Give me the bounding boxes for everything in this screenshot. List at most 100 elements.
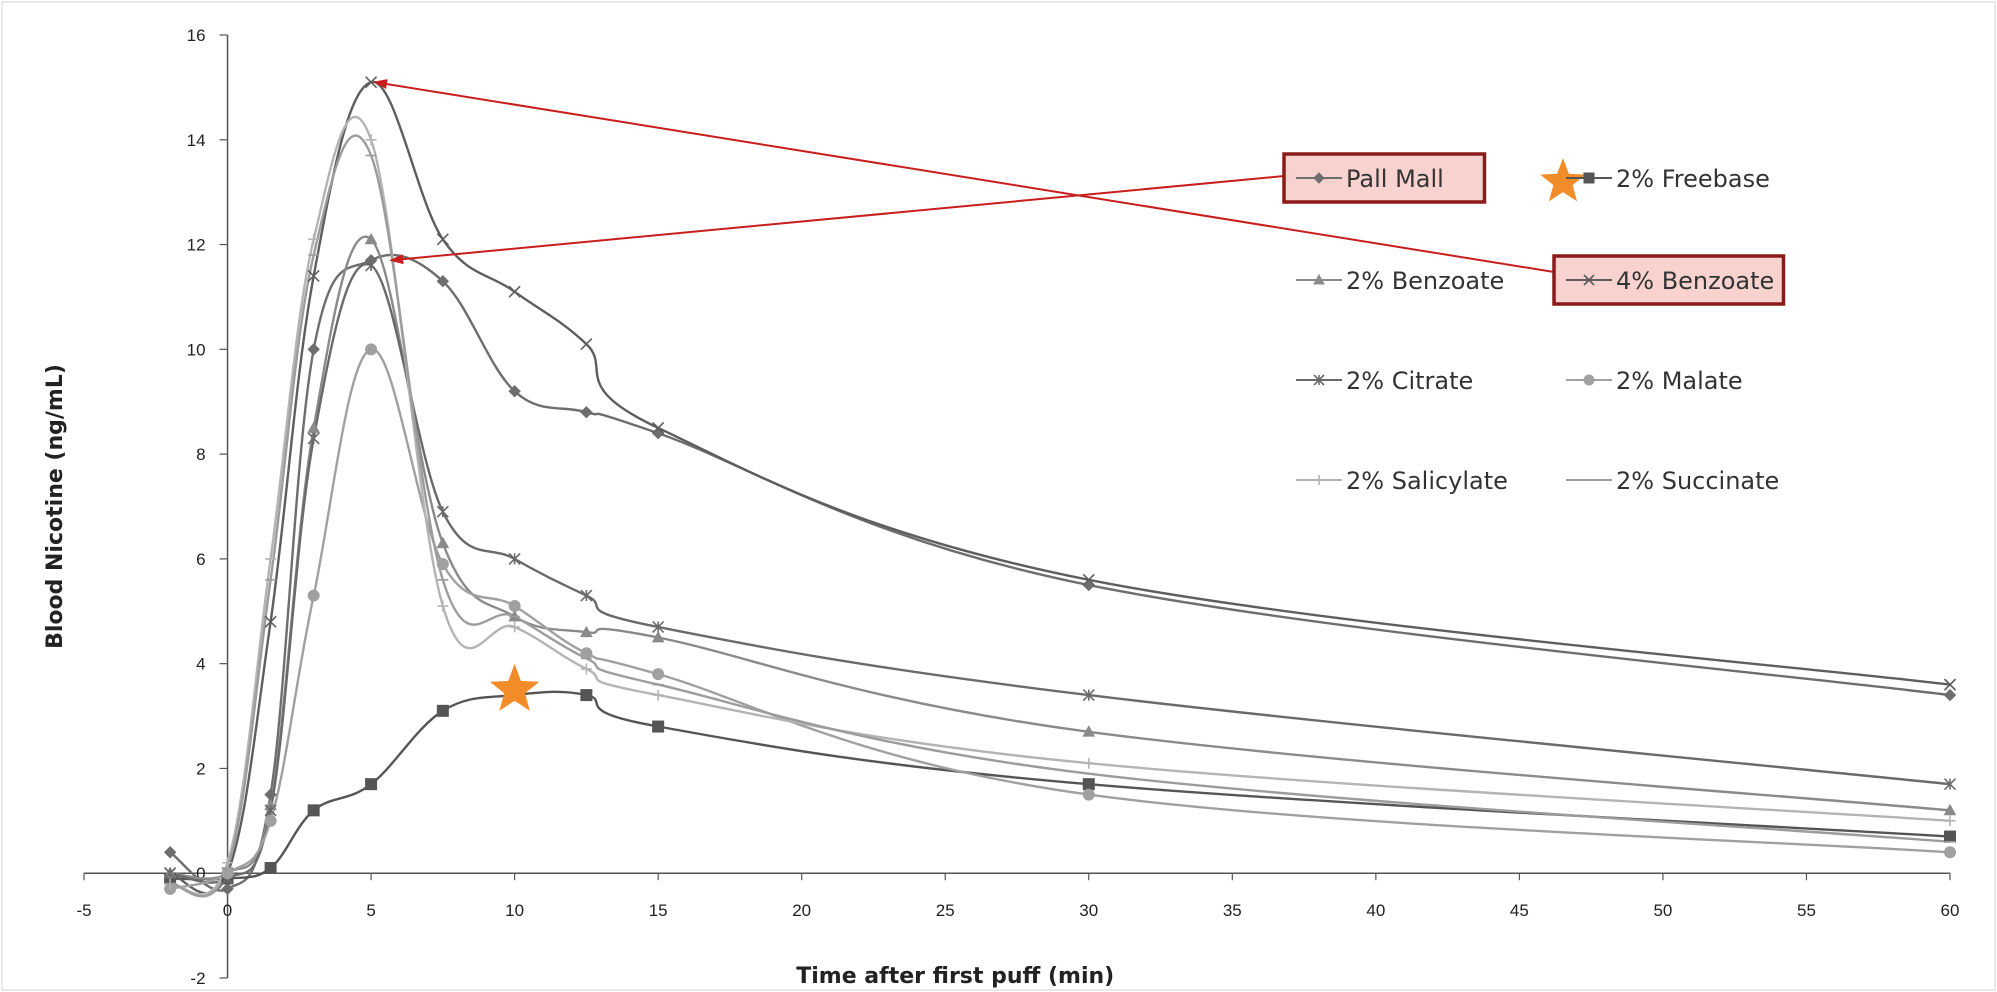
x-tick-label: 20 (792, 901, 811, 920)
legend-label: Pall Mall (1346, 165, 1444, 193)
star-marker-freebase-legend (1540, 158, 1586, 202)
legend-swatch-marker (1583, 274, 1595, 286)
x-tick-label: 25 (936, 901, 955, 920)
x-tick-label: 45 (1510, 901, 1529, 920)
data-point-2pct-benzoate (364, 232, 378, 245)
legend-label: 2% Citrate (1346, 367, 1473, 395)
legend-item-2pct-succinate: 2% Succinate (1566, 467, 1779, 495)
data-point-4pct-benzoate (264, 615, 277, 628)
legend-label: 2% Succinate (1616, 467, 1779, 495)
data-point-2pct-freebase (307, 804, 320, 817)
series-line-pall-mall (169, 253, 1951, 892)
legend-item-2pct-citrate: 2% Citrate (1296, 367, 1473, 395)
legend-label: 2% Freebase (1616, 165, 1770, 193)
x-tick-label: 55 (1797, 901, 1816, 920)
y-tick-label: -2 (190, 969, 205, 988)
data-point-2pct-malate (1082, 788, 1095, 801)
data-point-pall-mall (508, 385, 521, 398)
data-point-4pct-benzoate (508, 285, 521, 298)
data-point-2pct-citrate (436, 505, 449, 518)
data-point-pall-mall (221, 882, 234, 896)
data-point-2pct-citrate (1943, 778, 1957, 791)
data-point-2pct-benzoate (1943, 803, 1957, 816)
data-point-2pct-freebase (1082, 778, 1095, 791)
data-point-4pct-benzoate (1943, 678, 1957, 691)
data-point-2pct-salicylate (1944, 815, 1956, 827)
data-point-2pct-salicylate (265, 553, 277, 565)
series-line-2pct-malate (169, 348, 1951, 891)
legend-swatch-marker (1313, 172, 1325, 184)
data-point-pall-mall (307, 343, 320, 356)
legend-swatch-marker (1313, 273, 1325, 285)
arrow-4pct-benzoate-peak (373, 79, 1555, 273)
series-line-2pct-salicylate (169, 115, 1951, 896)
y-tick-label: 0 (196, 864, 205, 883)
legend-swatch-marker (1314, 475, 1324, 485)
data-point-2pct-malate (1944, 846, 1956, 859)
data-point-2pct-salicylate (308, 233, 320, 245)
data-point-2pct-salicylate (509, 621, 521, 633)
legend-item-2pct-malate: 2% Malate (1566, 367, 1743, 395)
legend-label: 4% Benzoate (1616, 267, 1774, 295)
y-tick-label: 16 (187, 26, 206, 45)
data-point-2pct-citrate (307, 432, 320, 445)
data-point-2pct-malate (652, 668, 665, 681)
data-point-2pct-salicylate (652, 689, 664, 701)
y-tick-label: 6 (196, 550, 205, 569)
data-point-2pct-malate (580, 647, 593, 660)
x-tick-label: 60 (1941, 901, 1960, 920)
data-point-2pct-salicylate (222, 857, 234, 869)
data-point-pall-mall (163, 846, 177, 859)
legend-label: 2% Benzoate (1346, 267, 1504, 295)
star-marker-freebase-plot (489, 663, 540, 711)
x-tick-label: 35 (1223, 901, 1242, 920)
data-point-2pct-benzoate (436, 536, 450, 549)
x-axis-title: Time after first puff (min) (796, 964, 1114, 989)
legend-swatch-marker (1583, 172, 1595, 184)
x-tick-label: 15 (649, 901, 668, 920)
data-point-4pct-benzoate (652, 421, 665, 434)
data-point-2pct-citrate (1082, 689, 1095, 702)
y-tick-label: 10 (187, 340, 206, 359)
data-point-4pct-benzoate (1082, 573, 1095, 586)
data-point-2pct-malate (221, 867, 234, 880)
data-point-2pct-citrate (264, 804, 277, 817)
legend-item-4pct-benzoate: 4% Benzoate (1552, 254, 1786, 306)
series-line-2pct-citrate (169, 263, 1951, 884)
x-tick-label: 5 (366, 901, 375, 920)
legend-item-2pct-benzoate: 2% Benzoate (1296, 267, 1504, 295)
data-point-2pct-benzoate (651, 630, 665, 643)
data-point-2pct-benzoate (580, 625, 593, 638)
data-point-2pct-freebase (264, 861, 277, 874)
data-point-2pct-malate (436, 558, 449, 571)
data-point-2pct-salicylate (580, 663, 592, 675)
data-point-pall-mall (436, 275, 450, 288)
data-point-2pct-citrate (508, 552, 521, 565)
data-point-2pct-citrate (365, 259, 378, 272)
data-point-2pct-malate (264, 814, 277, 827)
data-point-2pct-citrate (164, 867, 177, 880)
legend-swatch-marker (1313, 374, 1325, 386)
legend-label: 2% Salicylate (1346, 467, 1508, 495)
y-tick-label: 2 (196, 759, 205, 778)
data-point-2pct-salicylate (437, 600, 449, 612)
legend-item-pall-mall: Pall Mall (1282, 152, 1487, 204)
data-point-pall-mall (580, 405, 593, 419)
x-tick-label: 0 (223, 901, 232, 920)
y-axis-title: Blood Nicotine (ng/mL) (43, 364, 68, 649)
series-line-4pct-benzoate (169, 80, 1951, 895)
data-point-4pct-benzoate (580, 338, 593, 351)
data-point-2pct-malate (307, 589, 320, 602)
data-point-4pct-benzoate (436, 233, 449, 246)
data-point-2pct-citrate (580, 589, 593, 602)
x-tick-label: -5 (76, 901, 91, 920)
data-point-2pct-freebase (652, 720, 665, 733)
legend-item-2pct-freebase: 2% Freebase (1566, 165, 1770, 193)
x-tick-label: 10 (505, 901, 524, 920)
legend-label: 2% Malate (1616, 367, 1743, 395)
legend-item-2pct-salicylate: 2% Salicylate (1296, 467, 1508, 495)
data-point-2pct-freebase (365, 778, 378, 791)
data-point-2pct-freebase (1944, 830, 1956, 843)
y-tick-label: 14 (187, 131, 206, 150)
